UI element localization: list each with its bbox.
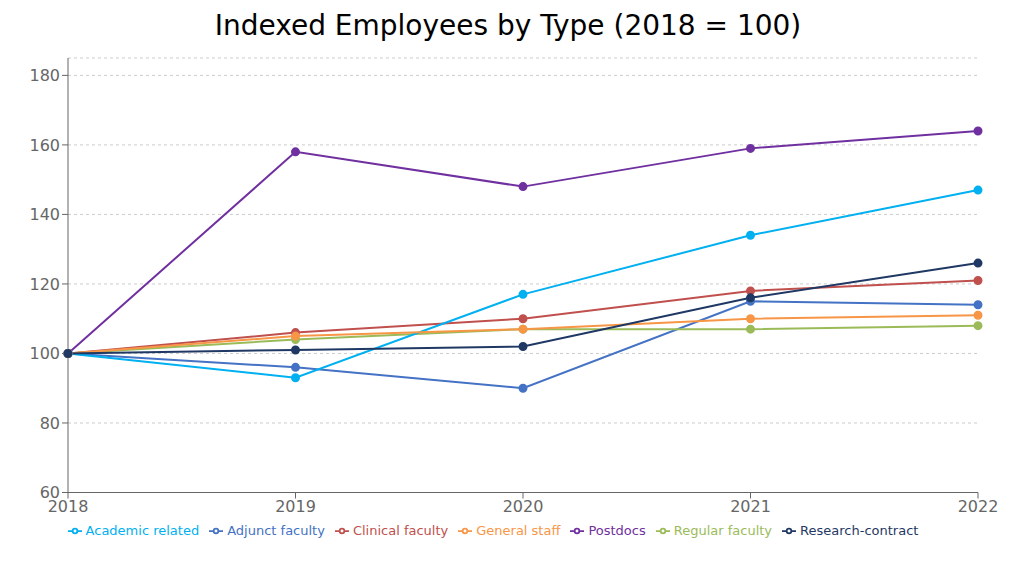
html-text:Clinical faculty: Clinical faculty — [352, 522, 449, 538]
html-text:General staff: General staff — [476, 522, 561, 538]
svg-text:100: 100 — [29, 344, 60, 363]
svg-text:80: 80 — [40, 414, 60, 433]
svg-text:180: 180 — [29, 66, 60, 85]
html-text:Adjunct faculty: Adjunct faculty — [227, 522, 325, 538]
svg-text:2019: 2019 — [275, 497, 316, 516]
svg-text:120: 120 — [29, 275, 60, 294]
html-text:Regular faculty: Regular faculty — [673, 522, 773, 538]
svg-text:2018: 2018 — [47, 496, 89, 516]
html-text:Indexed Employees by Type (201: Indexed Employees by Type (2018 = 100) — [214, 9, 802, 42]
svg-text:2020: 2020 — [503, 497, 544, 516]
html-text:Research-contract: Research-contract — [800, 522, 919, 538]
svg-text:160: 160 — [29, 136, 60, 155]
html-text:Academic related: Academic related — [85, 522, 200, 538]
svg-text:2022: 2022 — [958, 497, 999, 516]
svg-text:140: 140 — [29, 205, 60, 224]
svg-text:2021: 2021 — [730, 497, 771, 516]
html-text:Postdocs: Postdocs — [588, 522, 646, 538]
svg-text:60: 60 — [40, 483, 60, 502]
